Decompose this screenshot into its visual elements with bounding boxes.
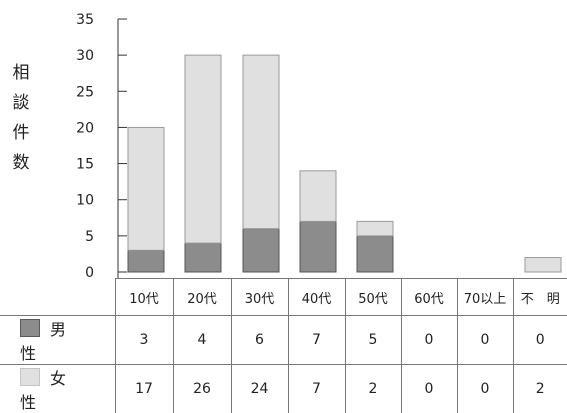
bar-male-0 <box>128 250 164 272</box>
male-value-60s: 0 <box>401 316 457 365</box>
y-tick-label-10: 10 <box>76 193 94 209</box>
category-label-50s: 50代 <box>345 279 401 316</box>
table-corner <box>0 279 115 316</box>
y-tick-label-25: 25 <box>76 84 94 100</box>
category-label-60s: 60代 <box>401 279 457 316</box>
male-row: 男 性 3 4 6 7 5 0 0 0 <box>0 316 567 365</box>
category-row: 10代 20代 30代 40代 50代 60代 70以上 不 明 <box>0 279 567 316</box>
female-value-10s: 17 <box>115 365 173 413</box>
category-label-70plus: 70以上 <box>457 279 513 316</box>
stacked-bar-chart: 0 5 10 15 20 25 30 35 <box>0 0 567 278</box>
male-value-10s: 3 <box>115 316 173 365</box>
y-axis-label-char-1: 談 <box>10 88 32 118</box>
female-value-70plus: 0 <box>457 365 513 413</box>
female-value-20s: 26 <box>173 365 231 413</box>
bar-male-2 <box>243 229 279 272</box>
category-label-20s: 20代 <box>173 279 231 316</box>
category-label-40s: 40代 <box>288 279 345 316</box>
bar-female-7 <box>525 258 561 272</box>
male-value-40s: 7 <box>288 316 345 365</box>
y-tick-label-5: 5 <box>85 229 94 245</box>
female-value-unknown: 2 <box>513 365 567 413</box>
y-tick-label-35: 35 <box>76 12 94 28</box>
bar-female-4 <box>357 221 393 235</box>
data-table: 10代 20代 30代 40代 50代 60代 70以上 不 明 男 性 3 4… <box>0 278 567 413</box>
male-value-30s: 6 <box>231 316 288 365</box>
y-axis-ticks: 0 5 10 15 20 25 30 35 <box>76 12 127 278</box>
y-axis-label-char-2: 件 <box>10 118 32 148</box>
bar-female-3 <box>300 171 336 222</box>
bar-male-3 <box>300 221 336 272</box>
bar-female-0 <box>128 127 164 250</box>
male-value-70plus: 0 <box>457 316 513 365</box>
y-tick-label-20: 20 <box>76 120 94 136</box>
category-label-unknown: 不 明 <box>513 279 567 316</box>
female-value-30s: 24 <box>231 365 288 413</box>
y-tick-label-30: 30 <box>76 48 94 64</box>
y-axis-label-text: 相談件数 <box>10 58 32 178</box>
category-label-30s: 30代 <box>231 279 288 316</box>
legend-female: 女 性 <box>0 365 115 413</box>
y-axis-label-char-3: 数 <box>10 148 32 178</box>
legend-male: 男 性 <box>0 316 115 365</box>
y-axis-label-char-0: 相 <box>10 58 32 88</box>
y-axis-label: 相談件数 <box>10 58 32 178</box>
bar-female-2 <box>243 55 279 228</box>
female-value-50s: 2 <box>345 365 401 413</box>
bar-male-1 <box>185 243 221 272</box>
bar-male-4 <box>357 236 393 272</box>
female-swatch <box>20 368 40 386</box>
bars <box>128 55 561 272</box>
female-value-60s: 0 <box>401 365 457 413</box>
male-value-50s: 5 <box>345 316 401 365</box>
male-swatch <box>20 319 40 337</box>
bar-female-1 <box>185 55 221 243</box>
male-value-20s: 4 <box>173 316 231 365</box>
category-label-10s: 10代 <box>115 279 173 316</box>
male-value-unknown: 0 <box>513 316 567 365</box>
y-tick-label-15: 15 <box>76 157 94 173</box>
y-tick-label-0: 0 <box>85 265 94 278</box>
female-value-40s: 7 <box>288 365 345 413</box>
female-row: 女 性 17 26 24 7 2 0 0 2 <box>0 365 567 413</box>
